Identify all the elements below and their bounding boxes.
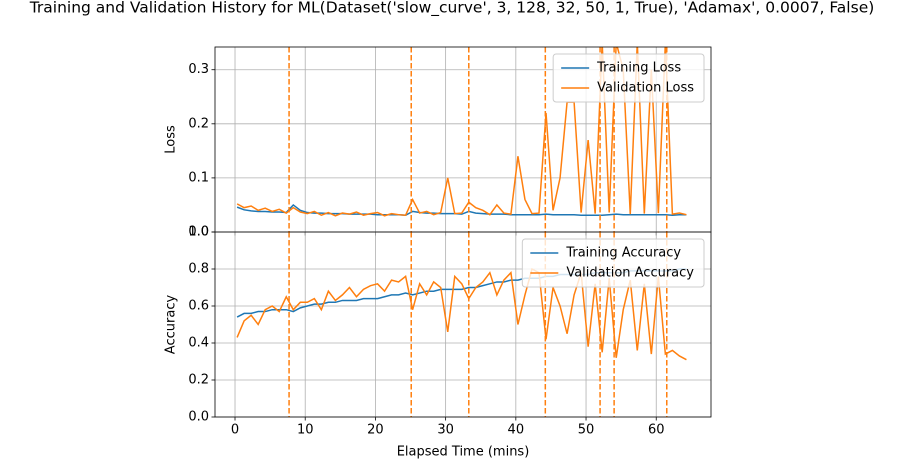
- plot-area: 0.0 0.1 0.2 0.3 Loss Training Loss Validation …: [164, 46, 712, 240]
- x-tick-label: 40: [508, 423, 525, 438]
- y-tick-label: 0.0: [188, 410, 209, 425]
- y-tick-label: 0.8: [188, 262, 209, 277]
- series-group: [236, 47, 687, 232]
- y-tick-label: 0.2: [188, 116, 209, 131]
- x-axis-label: Elapsed Time (mins): [397, 445, 530, 460]
- y-tick-label: 0.0: [188, 225, 209, 240]
- y-tick-label: 0.6: [188, 299, 209, 314]
- figure-title: Training and Validation History for ML(D…: [29, 0, 875, 18]
- x-tick-label: 20: [367, 423, 384, 438]
- series-line: [236, 47, 687, 217]
- series-line: [236, 267, 687, 361]
- legend-label: Training Accuracy: [565, 246, 681, 261]
- y-tick-label: 0.3: [188, 62, 209, 77]
- legend-label: Validation Loss: [597, 81, 694, 96]
- legend-label: Validation Accuracy: [566, 266, 694, 281]
- axes-frame: [214, 231, 712, 418]
- y-tick-label: 0.2: [188, 373, 209, 388]
- y-tick-label: 0.4: [188, 336, 209, 351]
- x-tick-label: 60: [648, 423, 665, 438]
- x-tick-label: 10: [297, 423, 314, 438]
- plot-area: 0 10 20 30 40 50 60 0.0 0.2 0.4 0.6 0.8 1.0 Accuracy E…: [164, 225, 712, 460]
- legend-box: [521, 238, 705, 288]
- x-tick-label: 50: [578, 423, 595, 438]
- legend-label: Training Loss: [596, 61, 681, 76]
- x-tick-label: 0: [231, 423, 239, 438]
- series-group: [236, 232, 687, 417]
- x-tick-label: 30: [437, 423, 454, 438]
- y-tick-label: 1.0: [188, 225, 209, 240]
- y-tick-label: 0.1: [188, 170, 209, 185]
- legend: Training Accuracy Validation Accuracy: [521, 238, 705, 288]
- legend: Training Loss Validation Loss: [552, 53, 705, 103]
- y-axis-label: Accuracy: [164, 295, 179, 355]
- legend-box: [552, 53, 705, 103]
- y-axis-label: Loss: [164, 125, 179, 154]
